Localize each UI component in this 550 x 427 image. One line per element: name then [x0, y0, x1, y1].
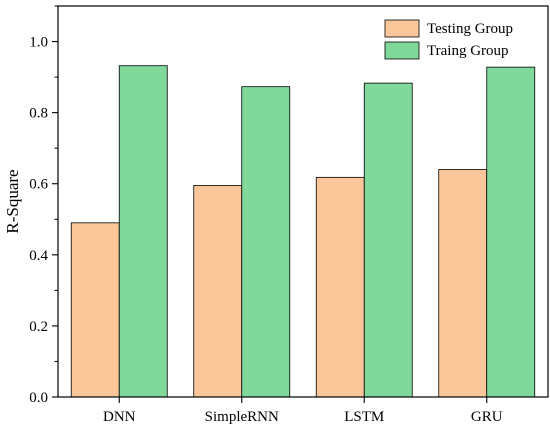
y-tick-label: 0.0	[29, 390, 48, 406]
bar-testing-group-lstm	[315, 176, 365, 398]
x-tick-label: SimpleRNN	[205, 409, 279, 425]
y-tick-label: 0.4	[29, 248, 48, 264]
legend-swatch	[384, 19, 420, 38]
x-tick-label: DNN	[103, 409, 136, 425]
x-tick-label: GRU	[471, 409, 503, 425]
bar-traing-group-gru	[486, 66, 536, 398]
x-axis: DNN SimpleRNN LSTM GRU	[103, 397, 503, 425]
plot-frame	[57, 5, 549, 398]
y-tick-label: 1.0	[29, 35, 48, 51]
y-axis-title: R-Square	[3, 169, 22, 233]
legend: Testing Group Traing Group	[384, 19, 513, 60]
legend-swatch	[384, 41, 420, 60]
bars-layer	[70, 65, 536, 398]
bar-traing-group-dnn	[118, 65, 168, 398]
legend-label: Testing Group	[427, 21, 513, 37]
y-tick-label: 0.8	[29, 106, 48, 122]
bar-testing-group-gru	[438, 169, 488, 398]
bar-testing-group-dnn	[70, 222, 120, 398]
bar-traing-group-lstm	[363, 82, 413, 398]
x-tick-label: LSTM	[344, 409, 384, 425]
y-tick-label: 0.2	[29, 319, 48, 335]
y-axis: 0.0 0.2 0.4 0.6 0.8 1.0	[29, 5, 58, 406]
y-tick-label: 0.6	[29, 177, 48, 193]
bar-traing-group-simplernn	[241, 86, 291, 398]
bar-testing-group-simplernn	[193, 185, 243, 398]
legend-label: Traing Group	[427, 43, 509, 59]
